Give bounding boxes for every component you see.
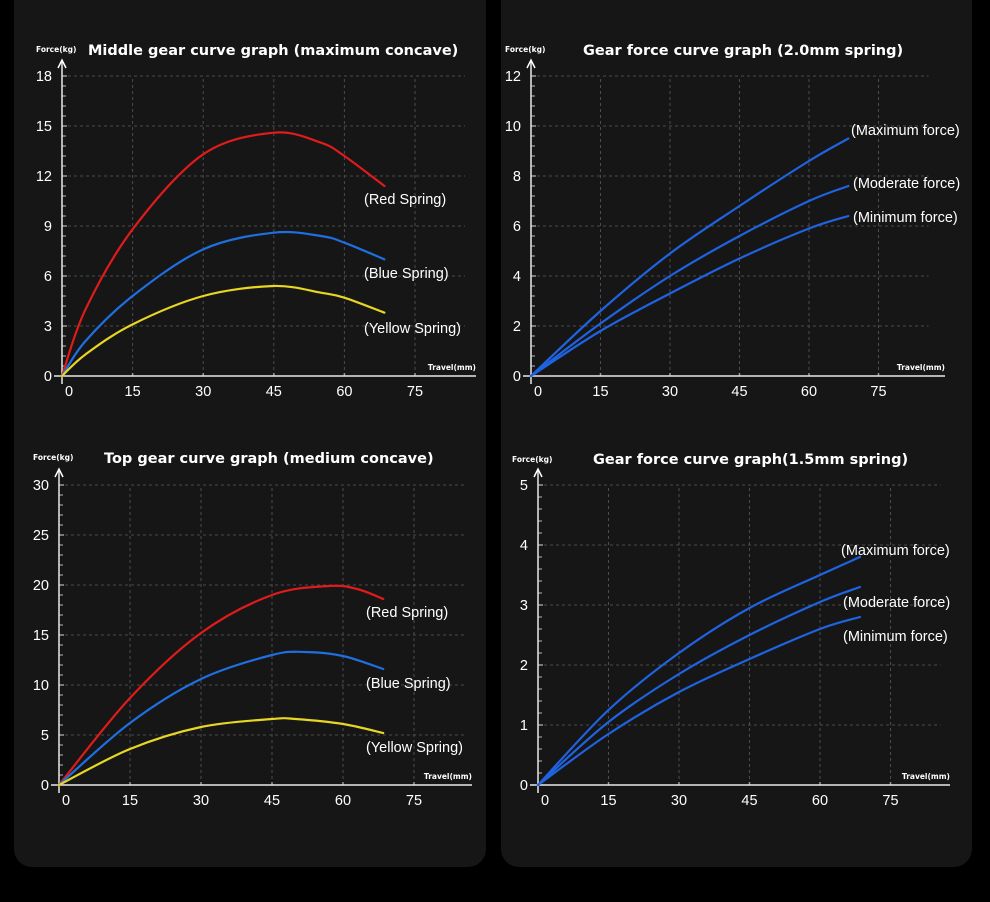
y-tick-label: 0 — [41, 778, 49, 794]
y-tick-label: 2 — [520, 658, 528, 674]
chart-title: Gear force curve graph (2.0mm spring) — [583, 43, 903, 59]
y-axis-label: Force(kg) — [36, 45, 76, 54]
series-label: (Blue Spring) — [364, 266, 449, 282]
y-axis-label: Force(kg) — [505, 45, 545, 54]
y-tick-label: 6 — [513, 219, 521, 235]
y-tick-label: 0 — [44, 369, 52, 385]
x-tick-label: 0 — [541, 793, 549, 809]
chart-title: Gear force curve graph(1.5mm spring) — [593, 452, 908, 468]
x-tick-label: 30 — [662, 384, 678, 400]
y-axis-arrow-icon — [57, 58, 67, 69]
y-axis-arrow-icon — [533, 467, 543, 478]
series-line-1 — [57, 584, 385, 787]
x-tick-label: 45 — [264, 793, 280, 809]
series-line-3 — [529, 214, 850, 378]
series-line-3 — [57, 717, 385, 787]
y-tick-label: 8 — [513, 169, 521, 185]
x-tick-label: 75 — [406, 793, 422, 809]
series-label: (Moderate force) — [853, 176, 960, 192]
y-tick-label: 18 — [36, 69, 52, 85]
series-label: (Minimum force) — [853, 210, 958, 226]
y-tick-label: 25 — [33, 528, 49, 544]
y-tick-label: 3 — [44, 319, 52, 335]
x-tick-label: 0 — [534, 384, 542, 400]
series-label: (Red Spring) — [364, 192, 446, 208]
chart-title: Middle gear curve graph (maximum concave… — [88, 43, 458, 59]
y-tick-label: 10 — [505, 119, 521, 135]
series-line-2 — [60, 230, 386, 378]
series-label: (Maximum force) — [841, 543, 950, 559]
y-tick-label: 20 — [33, 578, 49, 594]
x-tick-label: 30 — [193, 793, 209, 809]
y-tick-label: 3 — [520, 598, 528, 614]
series-line-2 — [536, 585, 862, 787]
left-panel — [14, 0, 486, 867]
series-line-1 — [529, 137, 850, 378]
x-tick-label: 15 — [600, 793, 616, 809]
right-panel — [501, 0, 972, 867]
chart-4: Gear force curve graph(1.5mm spring) Forc… — [512, 452, 950, 809]
y-tick-label: 1 — [520, 718, 528, 734]
x-tick-label: 60 — [801, 384, 817, 400]
x-tick-label: 15 — [592, 384, 608, 400]
x-tick-label: 60 — [336, 384, 352, 400]
chart-3: Top gear curve graph (medium concave) For… — [33, 451, 472, 809]
x-tick-label: 75 — [882, 793, 898, 809]
series-label: (Minimum force) — [843, 629, 948, 645]
x-tick-label: 30 — [195, 384, 211, 400]
x-tick-label: 45 — [741, 793, 757, 809]
chart-title: Top gear curve graph (medium concave) — [104, 451, 434, 467]
y-axis-label: Force(kg) — [512, 455, 552, 464]
x-axis-label: Travel(mm) — [897, 363, 945, 372]
y-tick-label: 15 — [36, 119, 52, 135]
y-tick-label: 4 — [520, 538, 528, 554]
y-tick-label: 5 — [520, 478, 528, 494]
x-axis-label: Travel(mm) — [902, 772, 950, 781]
series-line-2 — [57, 650, 385, 787]
series-label: (Yellow Spring) — [364, 321, 461, 337]
x-tick-label: 75 — [407, 384, 423, 400]
x-tick-label: 60 — [812, 793, 828, 809]
x-tick-label: 0 — [62, 793, 70, 809]
y-tick-label: 30 — [33, 478, 49, 494]
y-tick-label: 9 — [44, 219, 52, 235]
x-tick-label: 45 — [731, 384, 747, 400]
y-tick-label: 15 — [33, 628, 49, 644]
x-tick-label: 45 — [266, 384, 282, 400]
x-tick-label: 15 — [122, 793, 138, 809]
series-line-1 — [60, 131, 386, 378]
series-line-3 — [536, 615, 862, 787]
y-tick-label: 4 — [513, 269, 521, 285]
series-label: (Blue Spring) — [366, 676, 451, 692]
x-tick-label: 15 — [125, 384, 141, 400]
x-axis-label: Travel(mm) — [428, 363, 476, 372]
y-tick-label: 0 — [520, 778, 528, 794]
chart-2: Gear force curve graph (2.0mm spring) For… — [505, 43, 960, 400]
x-tick-label: 60 — [335, 793, 351, 809]
x-tick-label: 30 — [671, 793, 687, 809]
series-label: (Maximum force) — [851, 123, 960, 139]
x-tick-label: 0 — [65, 384, 73, 400]
series-label: (Moderate force) — [843, 595, 950, 611]
series-line-2 — [529, 184, 850, 378]
y-axis-arrow-icon — [54, 467, 64, 478]
y-axis-label: Force(kg) — [33, 453, 73, 462]
series-label: (Red Spring) — [366, 605, 448, 621]
y-tick-label: 12 — [36, 169, 52, 185]
y-tick-label: 10 — [33, 678, 49, 694]
series-line-3 — [60, 284, 386, 378]
y-tick-label: 5 — [41, 728, 49, 744]
x-tick-label: 75 — [870, 384, 886, 400]
series-line-1 — [536, 555, 862, 787]
chart-1: Middle gear curve graph (maximum concave… — [36, 43, 476, 400]
y-tick-label: 2 — [513, 319, 521, 335]
y-tick-label: 12 — [505, 69, 521, 85]
x-axis-label: Travel(mm) — [424, 772, 472, 781]
y-axis-arrow-icon — [526, 58, 536, 69]
series-label: (Yellow Spring) — [366, 740, 463, 756]
y-tick-label: 6 — [44, 269, 52, 285]
y-tick-label: 0 — [513, 369, 521, 385]
